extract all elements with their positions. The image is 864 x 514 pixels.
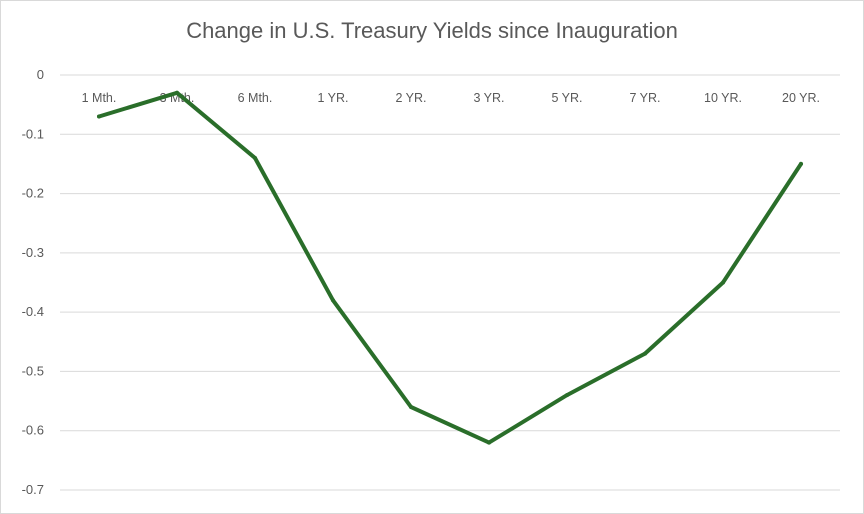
y-tick-label: -0.7: [22, 482, 44, 497]
data-point: [721, 280, 725, 285]
x-tick-label: 2 YR.: [395, 91, 426, 105]
series-line: [97, 90, 803, 445]
y-tick-label: -0.1: [22, 126, 44, 141]
gridlines: [60, 74, 840, 491]
y-axis-ticks: 0 -0.1 -0.2 -0.3 -0.4 -0.5 -0.6 -0.7: [22, 67, 44, 497]
data-point: [253, 156, 257, 160]
data-point: [643, 351, 647, 356]
y-tick-label: 0: [37, 67, 44, 82]
data-point: [565, 393, 569, 398]
x-tick-label: 3 YR.: [473, 91, 504, 105]
y-tick-label: -0.6: [22, 423, 44, 438]
chart-title: Change in U.S. Treasury Yields since Ina…: [186, 18, 678, 43]
data-point: [97, 114, 101, 119]
x-axis-ticks: 1 Mth. 3 Mth. 6 Mth. 1 YR. 2 YR. 3 YR. 5 YR. 7 …: [82, 91, 820, 105]
x-tick-label: 10 YR.: [704, 91, 742, 105]
data-point: [799, 161, 803, 166]
data-point: [175, 90, 179, 95]
data-point: [487, 440, 491, 445]
x-tick-label: 5 YR.: [551, 91, 582, 105]
data-point: [331, 298, 335, 303]
y-tick-label: -0.3: [22, 245, 44, 260]
y-tick-label: -0.5: [22, 363, 44, 378]
x-tick-label: 6 Mth.: [238, 91, 273, 105]
x-tick-label: 20 YR.: [782, 91, 820, 105]
x-tick-label: 1 Mth.: [82, 91, 117, 105]
series-layer: [97, 90, 803, 445]
x-tick-label: 7 YR.: [629, 91, 660, 105]
data-point: [409, 405, 413, 409]
x-tick-label: 1 YR.: [317, 91, 348, 105]
y-tick-label: -0.2: [22, 186, 44, 201]
y-tick-label: -0.4: [22, 304, 44, 319]
